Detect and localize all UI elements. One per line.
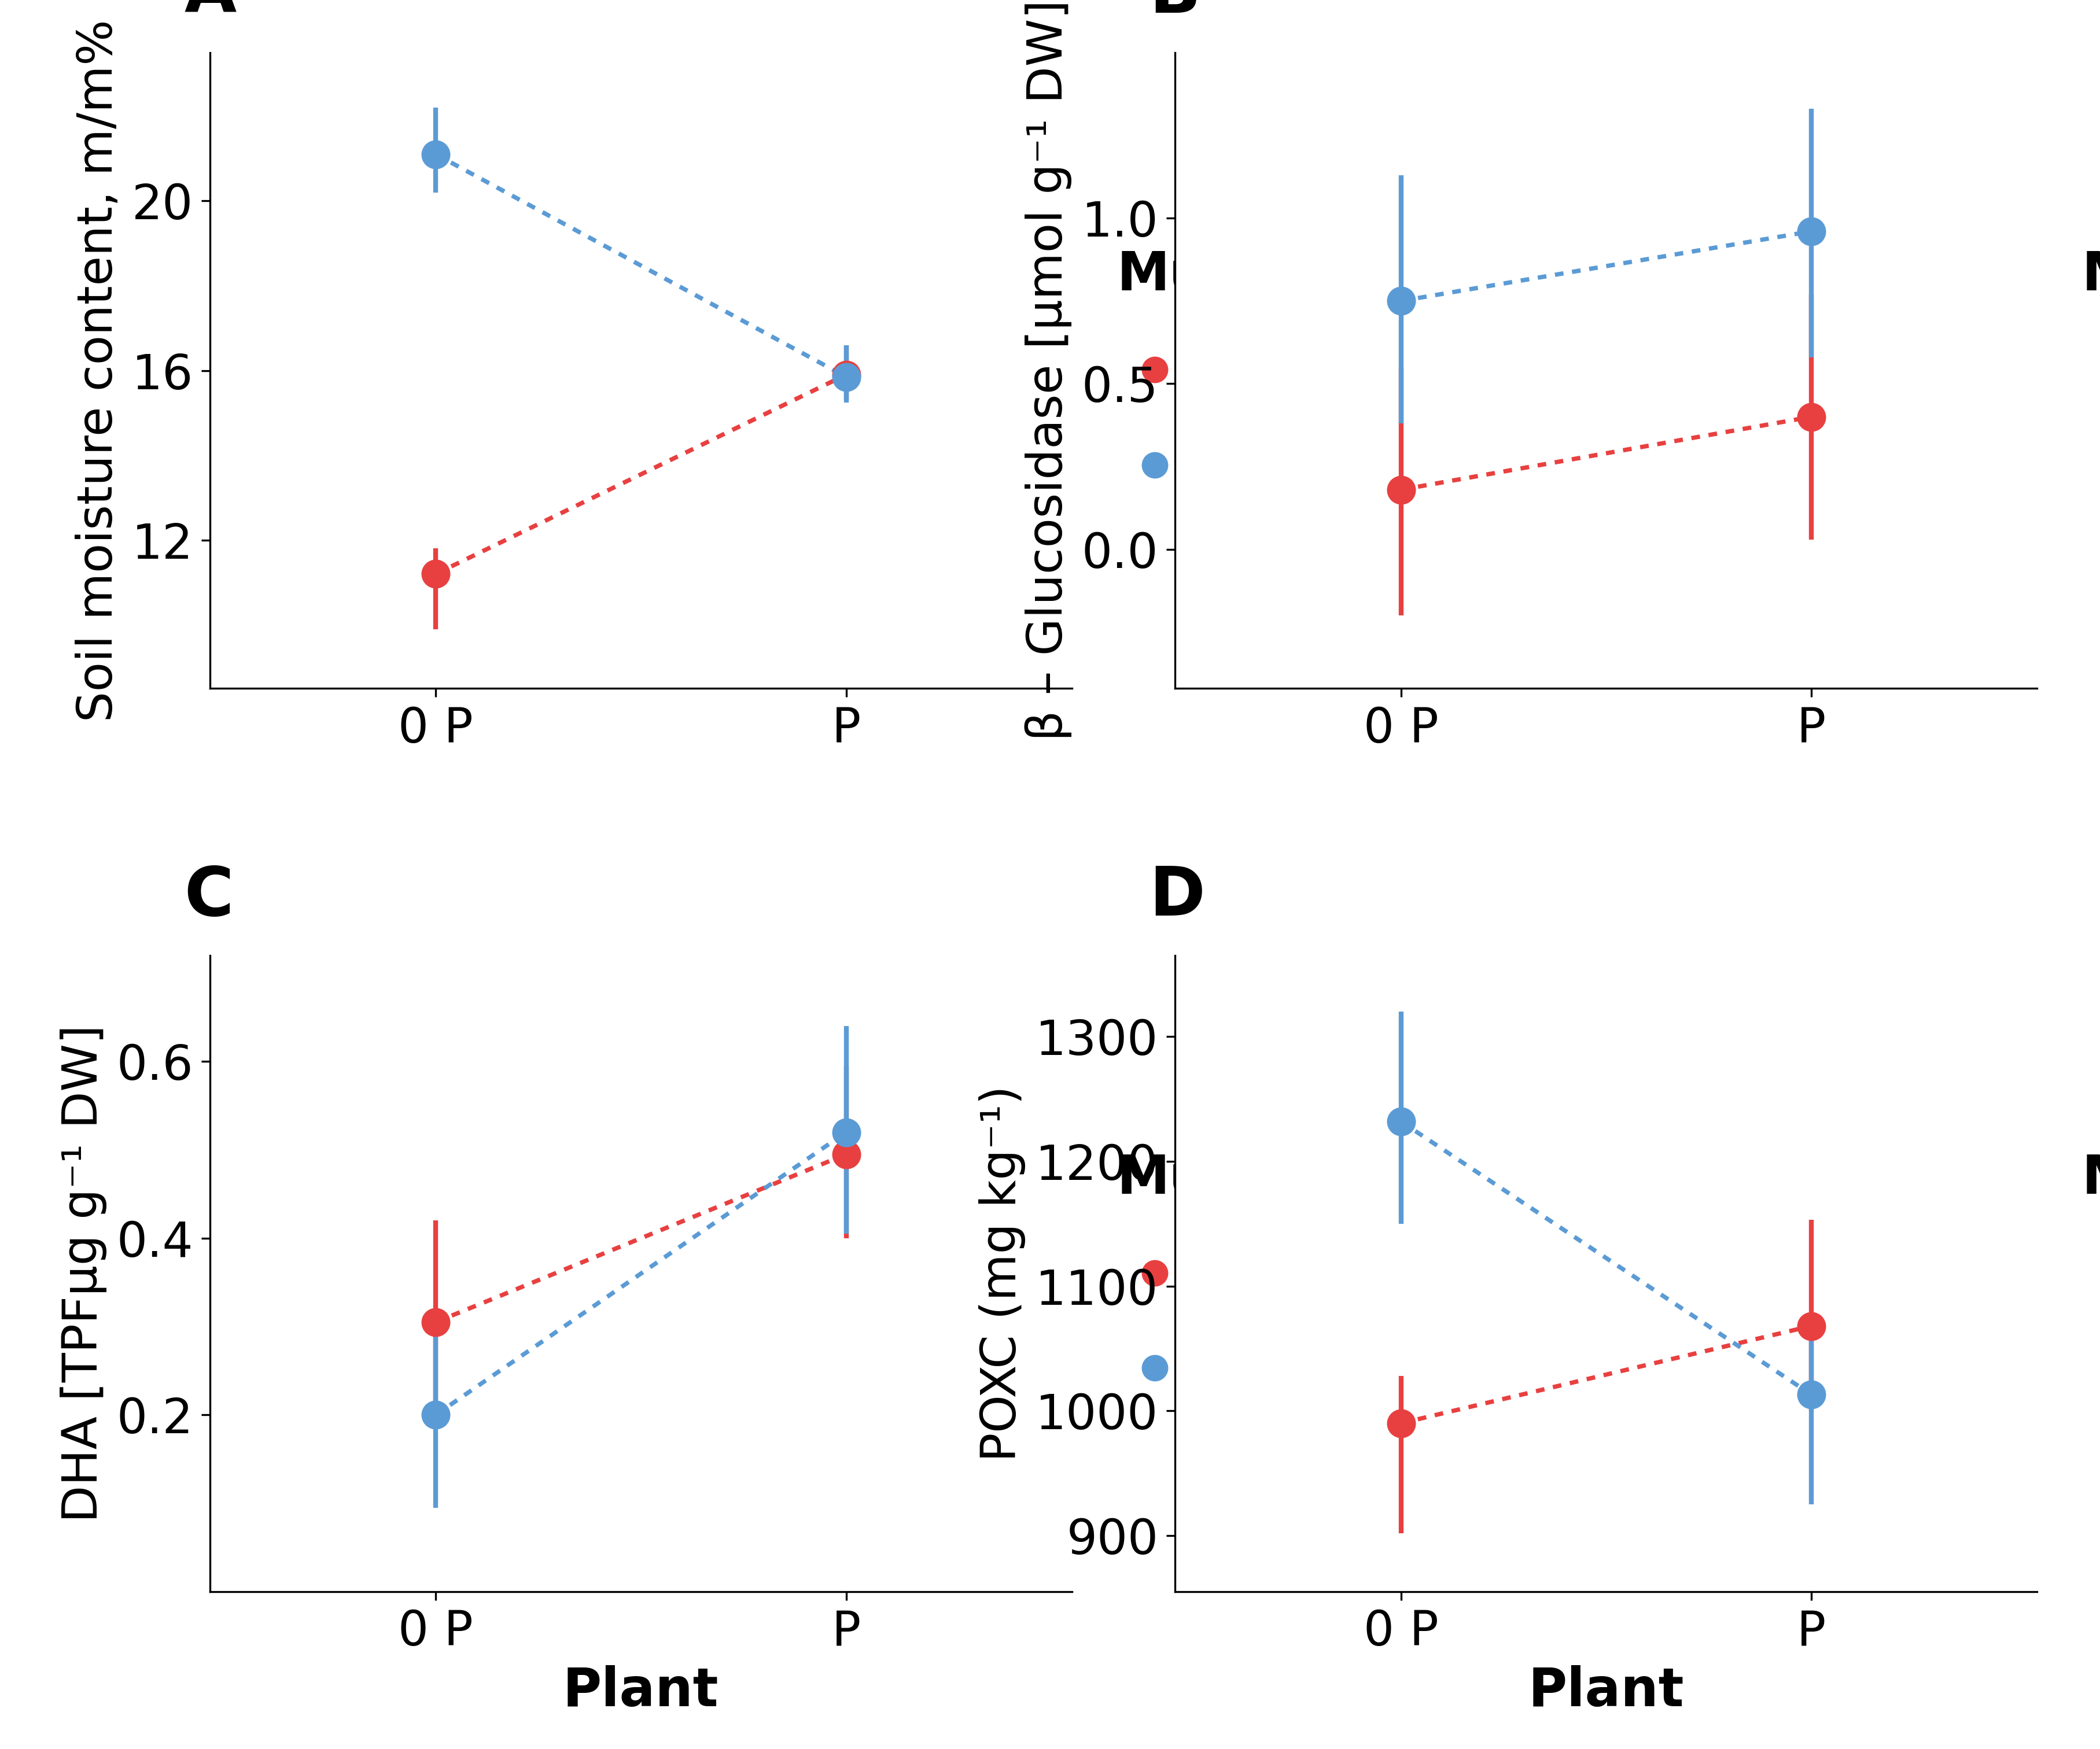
X-axis label: Plant: Plant (563, 1665, 718, 1718)
Legend: 0W, W: 0W, W (1107, 250, 1306, 491)
Legend: 0W, W: 0W, W (2071, 250, 2100, 491)
Y-axis label: Soil moisture content, m/m%: Soil moisture content, m/m% (76, 19, 122, 722)
X-axis label: Plant: Plant (1529, 1665, 1684, 1718)
Text: D: D (1149, 864, 1205, 930)
Text: C: C (185, 864, 233, 930)
Y-axis label: DHA [TPFµg g⁻¹ DW]: DHA [TPFµg g⁻¹ DW] (61, 1025, 107, 1522)
Y-axis label: POXC (mg kg⁻¹): POXC (mg kg⁻¹) (979, 1086, 1027, 1462)
Text: A: A (185, 0, 237, 26)
Legend: 0W, W: 0W, W (1107, 1153, 1306, 1394)
Text: B: B (1149, 0, 1201, 26)
Y-axis label: β – Glucosidase [µmol g⁻¹ DW]: β – Glucosidase [µmol g⁻¹ DW] (1025, 0, 1071, 742)
Legend: 0W, W: 0W, W (2071, 1153, 2100, 1394)
